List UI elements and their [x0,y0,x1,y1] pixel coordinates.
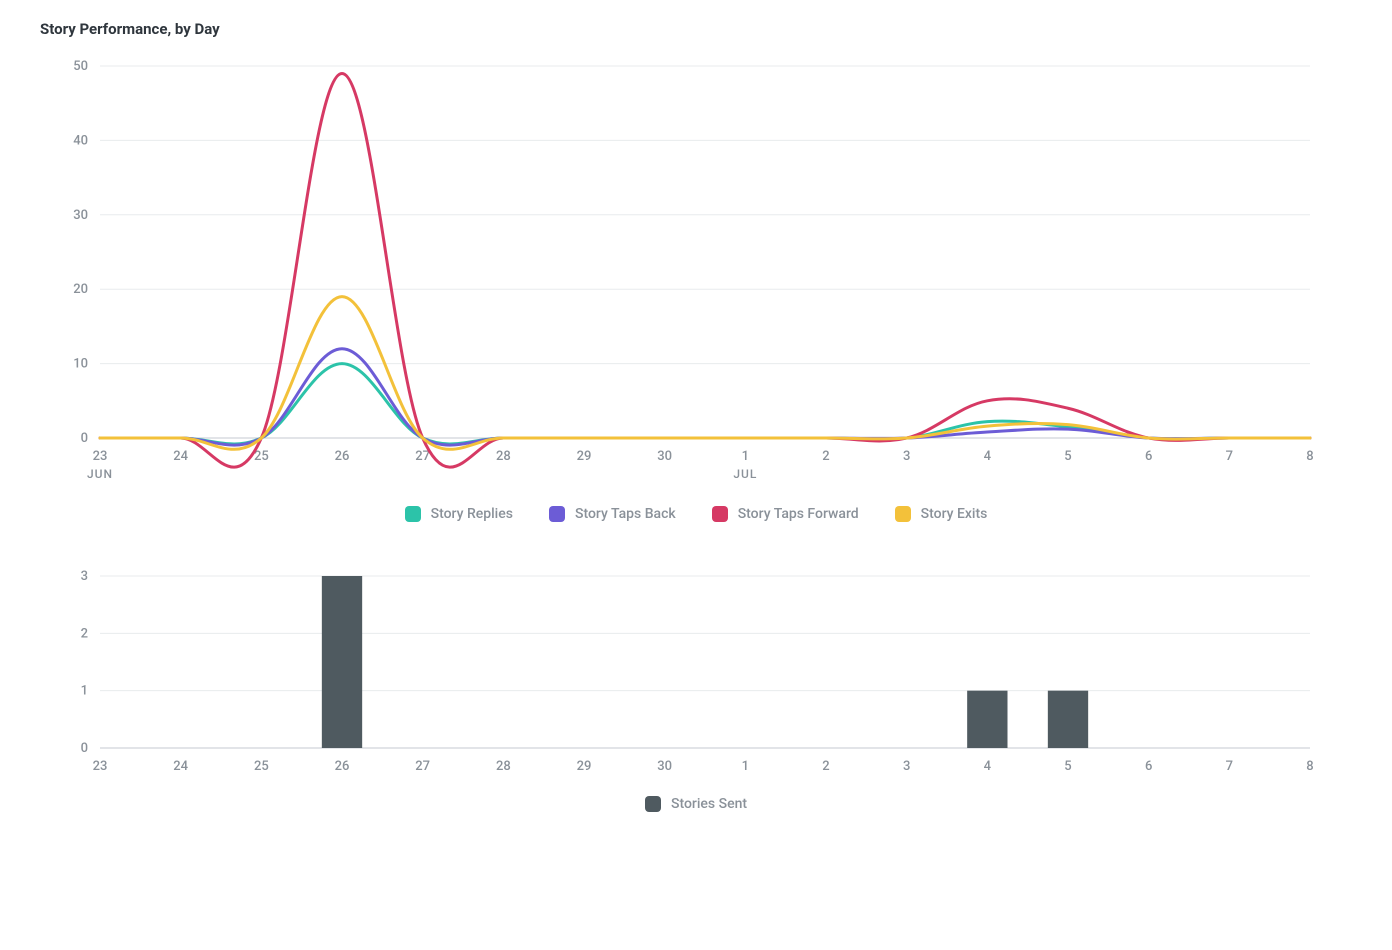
svg-text:2: 2 [822,449,829,464]
line-chart-container: 01020304050232425262728293012345678JUNJU… [40,58,1352,522]
svg-text:24: 24 [173,759,188,774]
legend-label: Story Exits [921,506,988,522]
legend-swatch [712,506,728,522]
svg-text:3: 3 [903,759,910,774]
svg-text:JUN: JUN [87,777,113,778]
legend-item[interactable]: Story Exits [895,506,988,522]
svg-text:8: 8 [1306,759,1313,774]
line-chart-legend: Story Replies Story Taps Back Story Taps F… [40,506,1352,522]
svg-text:28: 28 [496,449,511,464]
svg-text:2: 2 [822,759,829,774]
svg-text:26: 26 [335,759,350,774]
svg-text:5: 5 [1064,759,1071,774]
svg-text:20: 20 [73,282,88,297]
svg-text:8: 8 [1306,449,1313,464]
line-chart: 01020304050232425262728293012345678JUNJU… [40,58,1320,488]
svg-text:0: 0 [81,741,88,756]
bar-chart: 0123232425262728293012345678JUNJUL [40,568,1320,778]
svg-text:1: 1 [81,684,88,699]
legend-swatch [645,796,661,812]
svg-text:24: 24 [173,449,188,464]
svg-text:JUN: JUN [87,467,113,481]
chart-title: Story Performance, by Day [40,20,1352,38]
legend-swatch [895,506,911,522]
bar [1048,691,1088,748]
svg-text:3: 3 [903,449,910,464]
svg-text:3: 3 [81,569,88,584]
series-story-exits [100,297,1310,450]
svg-text:40: 40 [73,133,88,148]
legend-item[interactable]: Story Taps Forward [712,506,859,522]
svg-text:2: 2 [81,626,88,641]
svg-text:4: 4 [984,449,992,464]
legend-swatch [405,506,421,522]
svg-text:29: 29 [577,759,592,774]
svg-text:25: 25 [254,759,269,774]
legend-label: Stories Sent [671,796,747,812]
legend-item[interactable]: Story Taps Back [549,506,676,522]
svg-text:JUL: JUL [733,777,757,778]
legend-label: Story Taps Forward [738,506,859,522]
svg-text:30: 30 [657,759,672,774]
svg-text:6: 6 [1145,759,1152,774]
legend-label: Story Replies [431,506,513,522]
legend-label: Story Taps Back [575,506,676,522]
svg-text:5: 5 [1064,449,1071,464]
bar [967,691,1007,748]
svg-text:10: 10 [73,357,88,372]
svg-text:26: 26 [335,449,350,464]
bar-chart-legend: Stories Sent [40,796,1352,812]
svg-text:23: 23 [93,449,108,464]
svg-text:27: 27 [415,759,430,774]
svg-text:0: 0 [81,431,88,446]
legend-item[interactable]: Story Replies [405,506,513,522]
svg-text:6: 6 [1145,449,1152,464]
svg-text:50: 50 [73,59,88,74]
bar [322,576,362,748]
bar-chart-container: 0123232425262728293012345678JUNJUL Stori… [40,568,1352,812]
svg-text:23: 23 [93,759,108,774]
svg-text:4: 4 [984,759,992,774]
legend-item[interactable]: Stories Sent [645,796,747,812]
svg-text:JUL: JUL [733,467,757,481]
svg-text:1: 1 [742,449,749,464]
svg-text:28: 28 [496,759,511,774]
svg-text:7: 7 [1226,759,1233,774]
svg-text:1: 1 [742,759,749,774]
svg-text:7: 7 [1226,449,1233,464]
svg-text:30: 30 [657,449,672,464]
svg-text:30: 30 [73,208,88,223]
svg-text:29: 29 [577,449,592,464]
legend-swatch [549,506,565,522]
